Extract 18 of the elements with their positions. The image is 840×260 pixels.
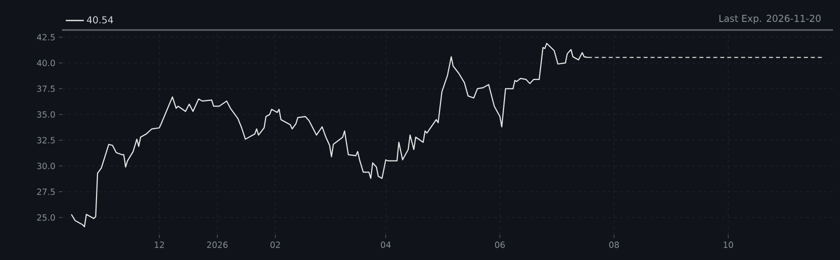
x-tick-label: 02 (270, 242, 280, 248)
legend-label: 40.54 (86, 16, 114, 24)
y-tick-label: 37.5 (37, 86, 55, 92)
y-tick-label: 30.0 (37, 162, 55, 170)
line-series (70, 42, 588, 228)
y-tick-label: 40.0 (36, 60, 55, 66)
y-tick-label: 42.5 (36, 34, 55, 40)
x-tick-label: 10 (724, 242, 734, 248)
x-tick-label: 2026 (207, 242, 228, 248)
x-tick-label: 04 (380, 242, 391, 248)
text: Last Exp. 2026-11-20 (719, 14, 821, 24)
y-tick-label: 35.0 (37, 111, 55, 118)
x-tick-label: 06 (495, 242, 505, 248)
y-tick-label: 32.5 (37, 137, 55, 144)
x-tick-label: 08 (609, 242, 619, 248)
x-tick-label: 12 (154, 242, 164, 248)
y-tick-label: 25.0 (37, 214, 55, 221)
y-tick-label: 27.5 (37, 188, 55, 195)
